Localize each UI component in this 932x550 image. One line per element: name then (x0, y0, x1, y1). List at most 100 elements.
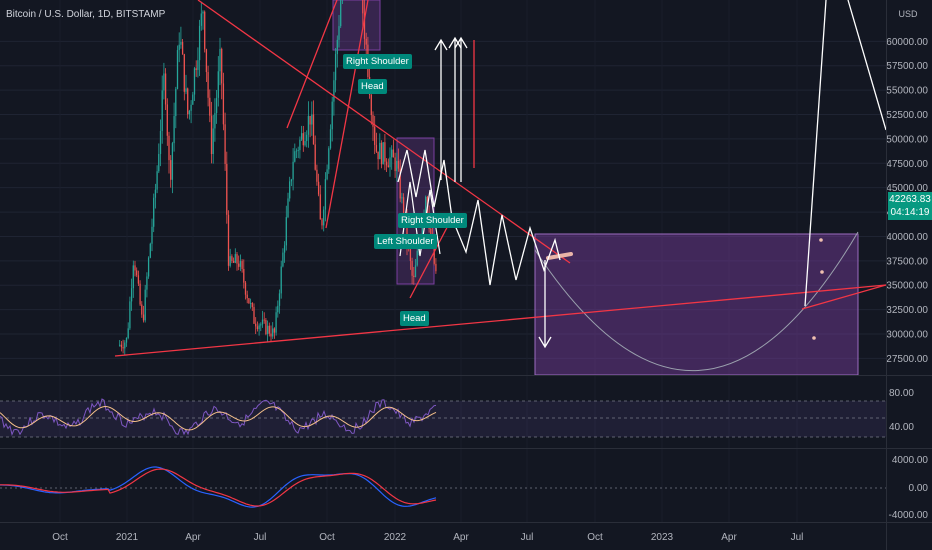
label-head-top[interactable]: Head (358, 79, 387, 94)
price-tick-label: 32500.00 (886, 305, 928, 316)
candle-body (190, 104, 192, 111)
candle-body (272, 328, 274, 337)
candle-body (411, 260, 413, 276)
candle-body (282, 252, 284, 267)
candle-body (192, 94, 194, 105)
candle-body (311, 114, 313, 125)
candle-body (188, 110, 191, 115)
rsi-ma-line (0, 405, 437, 431)
candle-body (229, 256, 231, 266)
drawings (114, 0, 886, 402)
time-tick-label: 2021 (116, 532, 139, 543)
candle-body (277, 305, 279, 313)
macd-line (0, 466, 437, 508)
price-tick-label: 47500.00 (886, 159, 928, 170)
projection-arc (534, 231, 859, 372)
candle-body (312, 114, 315, 145)
candle-body (392, 149, 395, 158)
candle-body (217, 71, 219, 98)
candle-body (261, 319, 264, 325)
candle-body (219, 48, 221, 72)
candle-body (249, 303, 252, 304)
candle-body (406, 219, 408, 244)
candle-body (416, 250, 418, 266)
candle-body (295, 150, 298, 152)
label-head-bottom[interactable]: Head (400, 311, 429, 326)
candle-body (290, 179, 293, 182)
projection-dot (820, 270, 824, 274)
candle-body (232, 260, 235, 263)
candle-body (244, 282, 247, 295)
time-tick-label: Jul (254, 532, 267, 543)
candle-body (142, 314, 145, 321)
candle-body (185, 88, 187, 92)
last-price: 42263.83 (889, 194, 931, 205)
rsi-divergence-line (408, 392, 423, 402)
candle-body (119, 344, 121, 346)
candle-body (328, 148, 330, 170)
future-spike (804, 0, 886, 307)
price-tick-label: 37500.00 (886, 256, 928, 267)
candle-body (132, 265, 134, 289)
candle-body (268, 325, 270, 334)
candle-body (387, 165, 389, 168)
candle-body (215, 97, 218, 114)
time-tick-label: Oct (52, 532, 68, 543)
candle-body (127, 328, 129, 338)
candle-body (273, 328, 276, 333)
candle-body (163, 73, 165, 91)
candle-body (210, 115, 213, 155)
candle-body (181, 41, 184, 55)
time-tick-label: 2023 (651, 532, 674, 543)
candle-body (379, 142, 381, 160)
candle-body (170, 160, 172, 180)
price-tick-label: 30000.00 (886, 330, 928, 341)
trendline-resistance (197, 0, 571, 264)
candle-body (289, 181, 291, 199)
candle-body (399, 168, 401, 199)
candle-body (324, 179, 327, 210)
candle-body (430, 228, 432, 235)
candle-body (258, 325, 260, 330)
candle-body (195, 68, 197, 70)
candle-body (389, 157, 391, 168)
price-tick-label: 35000.00 (886, 281, 928, 292)
rsi-band (0, 401, 886, 437)
candle-body (238, 263, 240, 267)
candle-body (297, 150, 299, 151)
price-tick-label: 60000.00 (886, 37, 928, 48)
candle-body (266, 325, 269, 335)
price-tick-label: 57500.00 (886, 61, 928, 72)
candle-body (207, 72, 209, 98)
candle-body (409, 247, 412, 261)
price-tick-label: 27500.00 (886, 354, 928, 365)
candle-body (129, 301, 131, 329)
trendline-rise-2 (325, 0, 369, 229)
candle-body (270, 333, 272, 337)
candle-body (178, 44, 180, 51)
candle-body (292, 161, 294, 180)
candle-body (137, 275, 140, 284)
candle-body (299, 139, 301, 151)
currency-label: USD (898, 9, 918, 19)
candle-body (246, 294, 248, 299)
macd-pane: 4000.00 0.00 -4000.00 (0, 455, 928, 521)
label-left-shoulder-bottom[interactable]: Left Shoulder (374, 234, 437, 249)
candle-body (124, 342, 126, 349)
price-tick-label: 55000.00 (886, 86, 928, 97)
candle-body (164, 73, 167, 105)
candle-body (241, 261, 243, 269)
time-tick-label: 2022 (384, 532, 407, 543)
candle-body (173, 116, 175, 144)
label-right-shoulder-top[interactable]: Right Shoulder (343, 54, 412, 69)
candle-body (149, 243, 151, 258)
candle-body (391, 149, 393, 158)
trendline-head (409, 217, 453, 299)
label-right-shoulder-bottom[interactable]: Right Shoulder (398, 213, 467, 228)
candle-body (253, 307, 255, 324)
candle-body (319, 194, 321, 220)
candle-body (231, 256, 233, 261)
candle-body (236, 254, 238, 264)
